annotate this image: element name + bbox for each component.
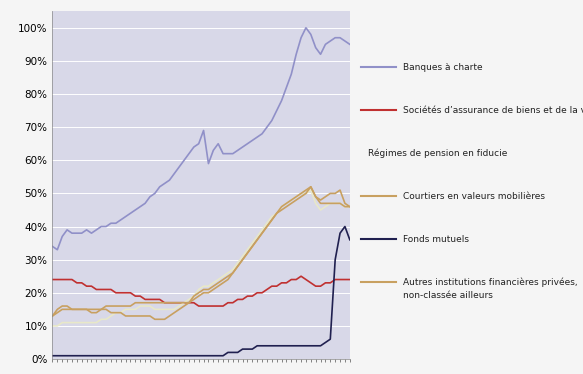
Line: Autres institutions financières privées,
non-classée ailleurs: Autres institutions financières privées,… (52, 187, 350, 316)
Autres institutions financières privées,
non-classée ailleurs (312, 194, 319, 199)
Courtiers en valeurs mobilières (346, 205, 353, 209)
Banques à charte (132, 208, 139, 212)
Autres institutions financières privées,
non-classée ailleurs (195, 294, 202, 298)
Sociétés d’assurance de biens et de la vie (73, 280, 80, 285)
Courtiers en valeurs mobilières (317, 198, 324, 202)
Sociétés d’assurance de biens et de la vie (200, 304, 207, 308)
Courtiers en valeurs mobilières (49, 314, 56, 318)
Sociétés d’assurance de biens et de la vie (195, 304, 202, 308)
Fonds mutuels (107, 353, 114, 358)
Régimes de pension en fiducie (346, 205, 353, 209)
Banques à charte (200, 128, 207, 133)
Fonds mutuels (127, 353, 134, 358)
Régimes de pension en fiducie (307, 188, 314, 192)
Banques à charte (49, 244, 56, 249)
Sociétés d’assurance de biens et de la vie (234, 297, 241, 302)
Sociétés d’assurance de biens et de la vie (346, 277, 353, 282)
Courtiers en valeurs mobilières (234, 264, 241, 269)
Banques à charte (234, 148, 241, 153)
Sociétés d’assurance de biens et de la vie (317, 284, 324, 288)
Autres institutions financières privées,
non-classée ailleurs (107, 304, 114, 308)
Courtiers en valeurs mobilières (307, 184, 314, 189)
Fonds mutuels (307, 344, 314, 348)
Autres institutions financières privées,
non-classée ailleurs (229, 271, 236, 275)
Text: Banques à charte: Banques à charte (403, 63, 483, 72)
Text: Sociétés d’assurance de biens et de la vie: Sociétés d’assurance de biens et de la v… (403, 106, 583, 115)
Banques à charte (346, 42, 353, 47)
Fonds mutuels (73, 353, 80, 358)
Sociétés d’assurance de biens et de la vie (107, 287, 114, 292)
Régimes de pension en fiducie (73, 321, 80, 325)
Autres institutions financières privées,
non-classée ailleurs (307, 184, 314, 189)
Banques à charte (317, 52, 324, 56)
Fonds mutuels (229, 350, 236, 355)
Fonds mutuels (346, 237, 353, 242)
Autres institutions financières privées,
non-classée ailleurs (49, 314, 56, 318)
Line: Fonds mutuels: Fonds mutuels (52, 227, 350, 356)
Line: Banques à charte: Banques à charte (52, 28, 350, 250)
Régimes de pension en fiducie (127, 307, 134, 312)
Sociétés d’assurance de biens et de la vie (49, 277, 56, 282)
Line: Régimes de pension en fiducie: Régimes de pension en fiducie (52, 190, 350, 326)
Text: non-classée ailleurs: non-classée ailleurs (403, 291, 493, 300)
Régimes de pension en fiducie (229, 267, 236, 272)
Banques à charte (54, 248, 61, 252)
Fonds mutuels (195, 353, 202, 358)
Text: Régimes de pension en fiducie: Régimes de pension en fiducie (368, 148, 508, 158)
Autres institutions financières privées,
non-classée ailleurs (127, 304, 134, 308)
Régimes de pension en fiducie (107, 314, 114, 318)
Régimes de pension en fiducie (195, 287, 202, 292)
Courtiers en valeurs mobilières (152, 317, 159, 322)
Courtiers en valeurs mobilières (107, 310, 114, 315)
Régimes de pension en fiducie (49, 324, 56, 328)
Line: Courtiers en valeurs mobilières: Courtiers en valeurs mobilières (52, 187, 350, 319)
Autres institutions financières privées,
non-classée ailleurs (346, 205, 353, 209)
Text: Autres institutions financières privées,: Autres institutions financières privées, (403, 278, 578, 287)
Fonds mutuels (342, 224, 349, 229)
Courtiers en valeurs mobilières (200, 287, 207, 292)
Courtiers en valeurs mobilières (127, 314, 134, 318)
Banques à charte (303, 25, 310, 30)
Fonds mutuels (49, 353, 56, 358)
Régimes de pension en fiducie (312, 201, 319, 206)
Banques à charte (78, 231, 85, 235)
Sociétés d’assurance de biens et de la vie (297, 274, 304, 279)
Text: Fonds mutuels: Fonds mutuels (403, 235, 469, 244)
Sociétés d’assurance de biens et de la vie (127, 291, 134, 295)
Courtiers en valeurs mobilières (73, 307, 80, 312)
Text: Courtiers en valeurs mobilières: Courtiers en valeurs mobilières (403, 192, 546, 201)
Banques à charte (113, 221, 120, 226)
Autres institutions financières privées,
non-classée ailleurs (73, 307, 80, 312)
Line: Sociétés d’assurance de biens et de la vie: Sociétés d’assurance de biens et de la v… (52, 276, 350, 306)
